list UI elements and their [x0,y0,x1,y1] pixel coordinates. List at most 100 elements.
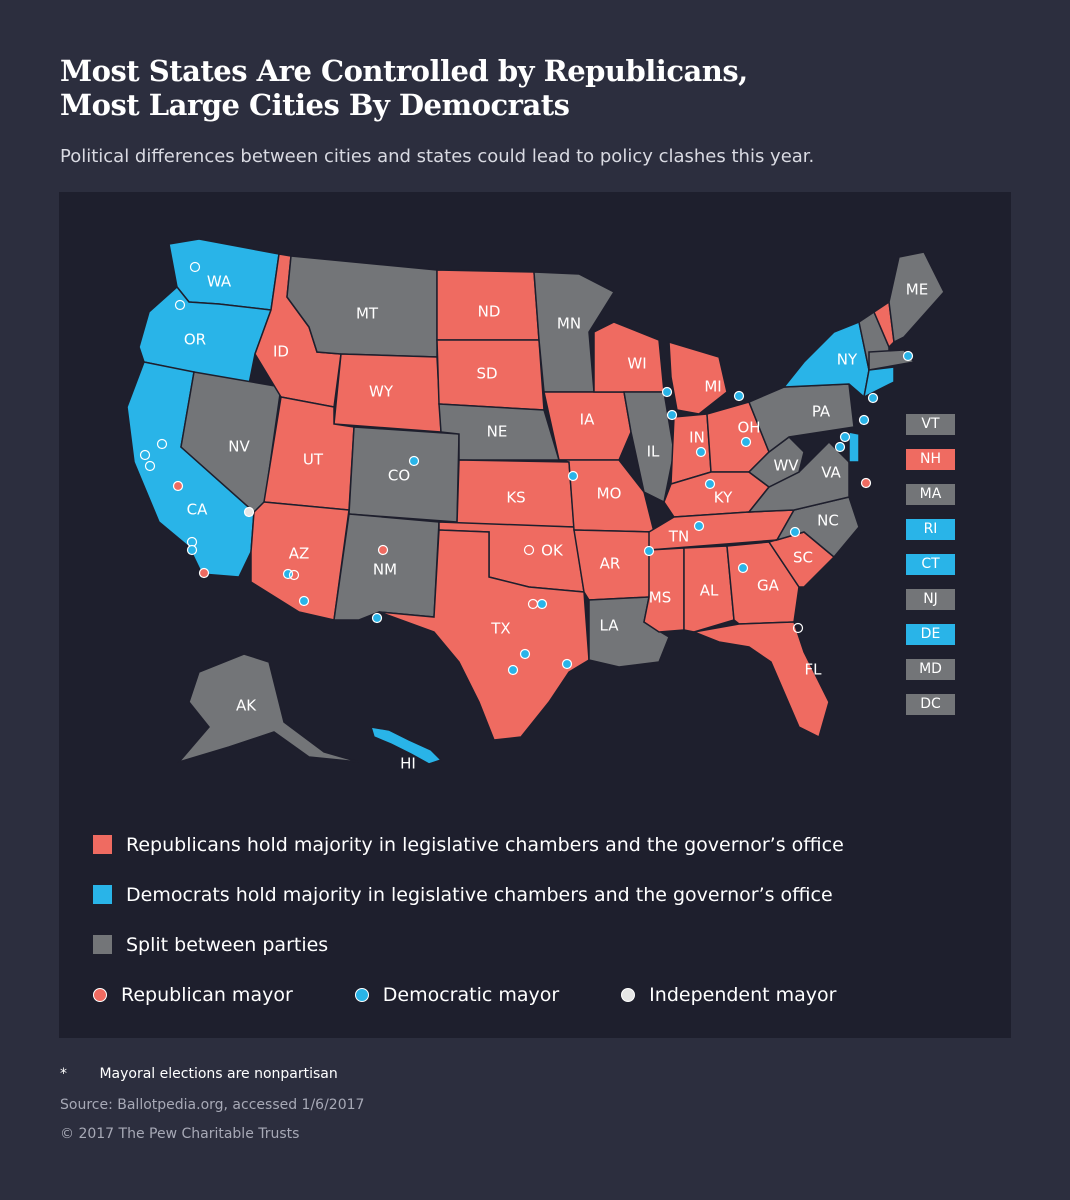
label-NV: NV [228,438,250,456]
label-PA: PA [812,403,831,421]
legend-swatch-democrat [93,885,112,904]
legend-item-ind-mayor: Independent mayor [621,984,836,1006]
state-OR [138,285,273,385]
city-marker [174,299,186,311]
label-WV: WV [773,457,799,475]
label-NE: NE [487,423,508,441]
legend-dot-ind-mayor [621,987,636,1002]
footnote-text: Mayoral elections are nonpartisan [99,1066,338,1082]
chart-subtitle: Political differences between cities and… [60,146,815,167]
label-ME: ME [906,281,928,299]
state-PA [748,383,855,454]
legend-dot-dem-mayor [354,987,369,1002]
city-marker [839,431,851,443]
us-map: WA OR CA NV ID MT WY UT AZ CO NM ND SD N… [126,238,945,773]
label-VA: VA [821,464,841,482]
city-marker [661,386,673,398]
city-marker [139,449,151,461]
small-state-md: MD [906,659,955,680]
small-state-ri: RI [906,519,955,540]
label-CO: CO [388,467,410,485]
label-FL: FL [805,661,823,679]
label-MO: MO [597,485,622,503]
label-KS: KS [506,489,525,507]
city-marker [507,664,519,676]
city-marker [523,544,535,556]
legend-swatch-split [93,935,112,954]
city-marker [186,544,198,556]
state-AL [683,545,735,633]
legend-row-democrat: Democrats hold majority in legislative c… [93,882,898,907]
city-marker [860,477,872,489]
label-WA: WA [207,273,232,291]
city-marker [198,567,210,579]
city-marker [792,622,804,634]
label-UT: UT [303,451,324,469]
legend-dot-rep-mayor [93,987,107,1002]
label-HI: HI [400,755,416,773]
title-line-2: Most Large Cities By Democrats [60,88,570,122]
footnote: * Mayoral elections are nonpartisan [60,1066,338,1082]
city-marker [377,544,389,556]
label-MT: MT [356,305,379,323]
city-marker [371,612,383,624]
city-marker [567,470,579,482]
label-IL: IL [647,443,660,461]
city-marker [733,390,745,402]
label-CA: CA [187,501,208,519]
city-marker [740,436,752,448]
label-NM: NM [373,561,397,579]
label-MS: MS [649,589,671,607]
state-DE-shape [848,431,860,463]
source-line: Source: Ballotpedia.org, accessed 1/6/20… [60,1097,365,1113]
small-state-de: DE [906,624,955,645]
legend-label-republican: Republicans hold majority in legislative… [126,833,844,856]
small-state-dc: DC [906,694,955,715]
city-marker [695,446,707,458]
label-OR: OR [184,331,206,349]
label-TX: TX [490,620,510,638]
label-NC: NC [817,512,839,530]
state-MA-shape [868,349,916,371]
label-ID: ID [273,343,289,361]
city-marker [172,480,184,492]
label-OH: OH [737,419,760,437]
city-marker [693,520,705,532]
state-MN [533,271,616,393]
label-IA: IA [580,411,595,429]
label-AK: AK [236,697,257,715]
small-state-ma: MA [906,484,955,505]
city-marker [666,409,678,421]
small-states-column: VT NH MA RI CT NJ DE MD DC [906,414,955,729]
small-state-nh: NH [906,449,955,470]
city-marker [298,595,310,607]
city-marker [643,545,655,557]
city-marker [536,598,548,610]
small-state-ct: CT [906,554,955,575]
label-AR: AR [600,555,621,573]
city-marker [156,438,168,450]
state-TX [378,529,590,741]
city-marker [243,506,255,518]
city-marker [867,392,879,404]
city-marker [789,526,801,538]
small-state-vt: VT [906,414,955,435]
label-MN: MN [557,315,581,333]
city-marker [561,658,573,670]
legend-row-split: Split between parties [93,932,898,957]
city-marker [519,648,531,660]
city-marker [408,455,420,467]
state-CT-shape [862,366,895,399]
map-panel: WA OR CA NV ID MT WY UT AZ CO NM ND SD N… [59,192,1011,1038]
label-WY: WY [369,383,394,401]
legend-label-ind-mayor: Independent mayor [649,983,837,1006]
label-KY: KY [714,489,733,507]
state-AK [176,653,360,764]
title-line-1: Most States Are Controlled by Republican… [60,54,748,88]
label-AL: AL [700,582,719,600]
label-LA: LA [600,617,620,635]
city-marker [189,261,201,273]
legend-swatch-republican [93,835,112,854]
footnote-marker: * [60,1066,67,1082]
city-marker [704,478,716,490]
